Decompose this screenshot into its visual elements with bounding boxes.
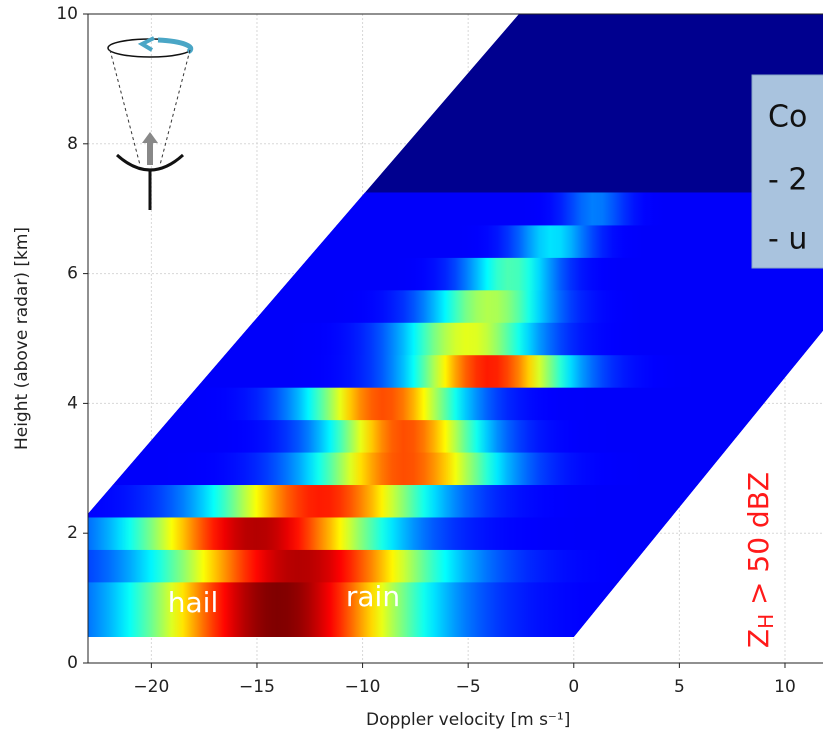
spectrum-row [88, 224, 823, 258]
text-box-line: Co [768, 100, 807, 135]
spectrogram [88, 14, 823, 638]
x-tick-label: −20 [133, 677, 169, 697]
y-tick-label: 0 [67, 653, 78, 673]
x-tick-label: 10 [774, 677, 796, 697]
y-axis-label: Height (above radar) [km] [12, 227, 32, 450]
y-tick-label: 4 [67, 393, 78, 413]
zh-sub: H [754, 614, 778, 629]
hail-label: hail [168, 586, 218, 619]
spectrum-row [88, 484, 823, 518]
spectrum-row [88, 614, 823, 638]
x-tick-label: 5 [674, 677, 685, 697]
spectrum-row [88, 322, 823, 356]
spectrum-row [88, 387, 823, 421]
spectrum-row [88, 354, 823, 388]
y-tick-label: 10 [56, 4, 78, 24]
rain-label: rain [346, 580, 400, 613]
x-tick-label: 0 [568, 677, 579, 697]
spectrum-row [88, 452, 823, 486]
spectrum-row [88, 257, 823, 291]
radar-icon [107, 36, 194, 210]
x-axis-label: Doppler velocity [m s⁻¹] [366, 710, 570, 730]
x-tick-label: −10 [345, 677, 381, 697]
text-box-line: - 2 [768, 163, 807, 198]
spectrum-row [88, 192, 823, 226]
zh-rest: > 50 dBZ [742, 472, 775, 614]
y-tick-label: 6 [67, 264, 78, 284]
y-tick-label: 2 [67, 523, 78, 543]
text-box [751, 74, 823, 269]
spectrum-row [88, 289, 823, 323]
y-tick-label: 8 [67, 134, 78, 154]
text-box-line: - u [768, 222, 807, 257]
spectrum-row [88, 419, 823, 453]
axes: −20 −15 −10 −5 0 5 10 0 2 4 6 8 10 Doppler velocity [… [12, 4, 823, 730]
spectrum-row [88, 549, 823, 583]
zh-main: Z [742, 629, 775, 648]
zh-label: ZH > 50 dBZ [742, 472, 778, 648]
x-tick-label: −15 [239, 677, 275, 697]
x-tick-label: −5 [456, 677, 481, 697]
